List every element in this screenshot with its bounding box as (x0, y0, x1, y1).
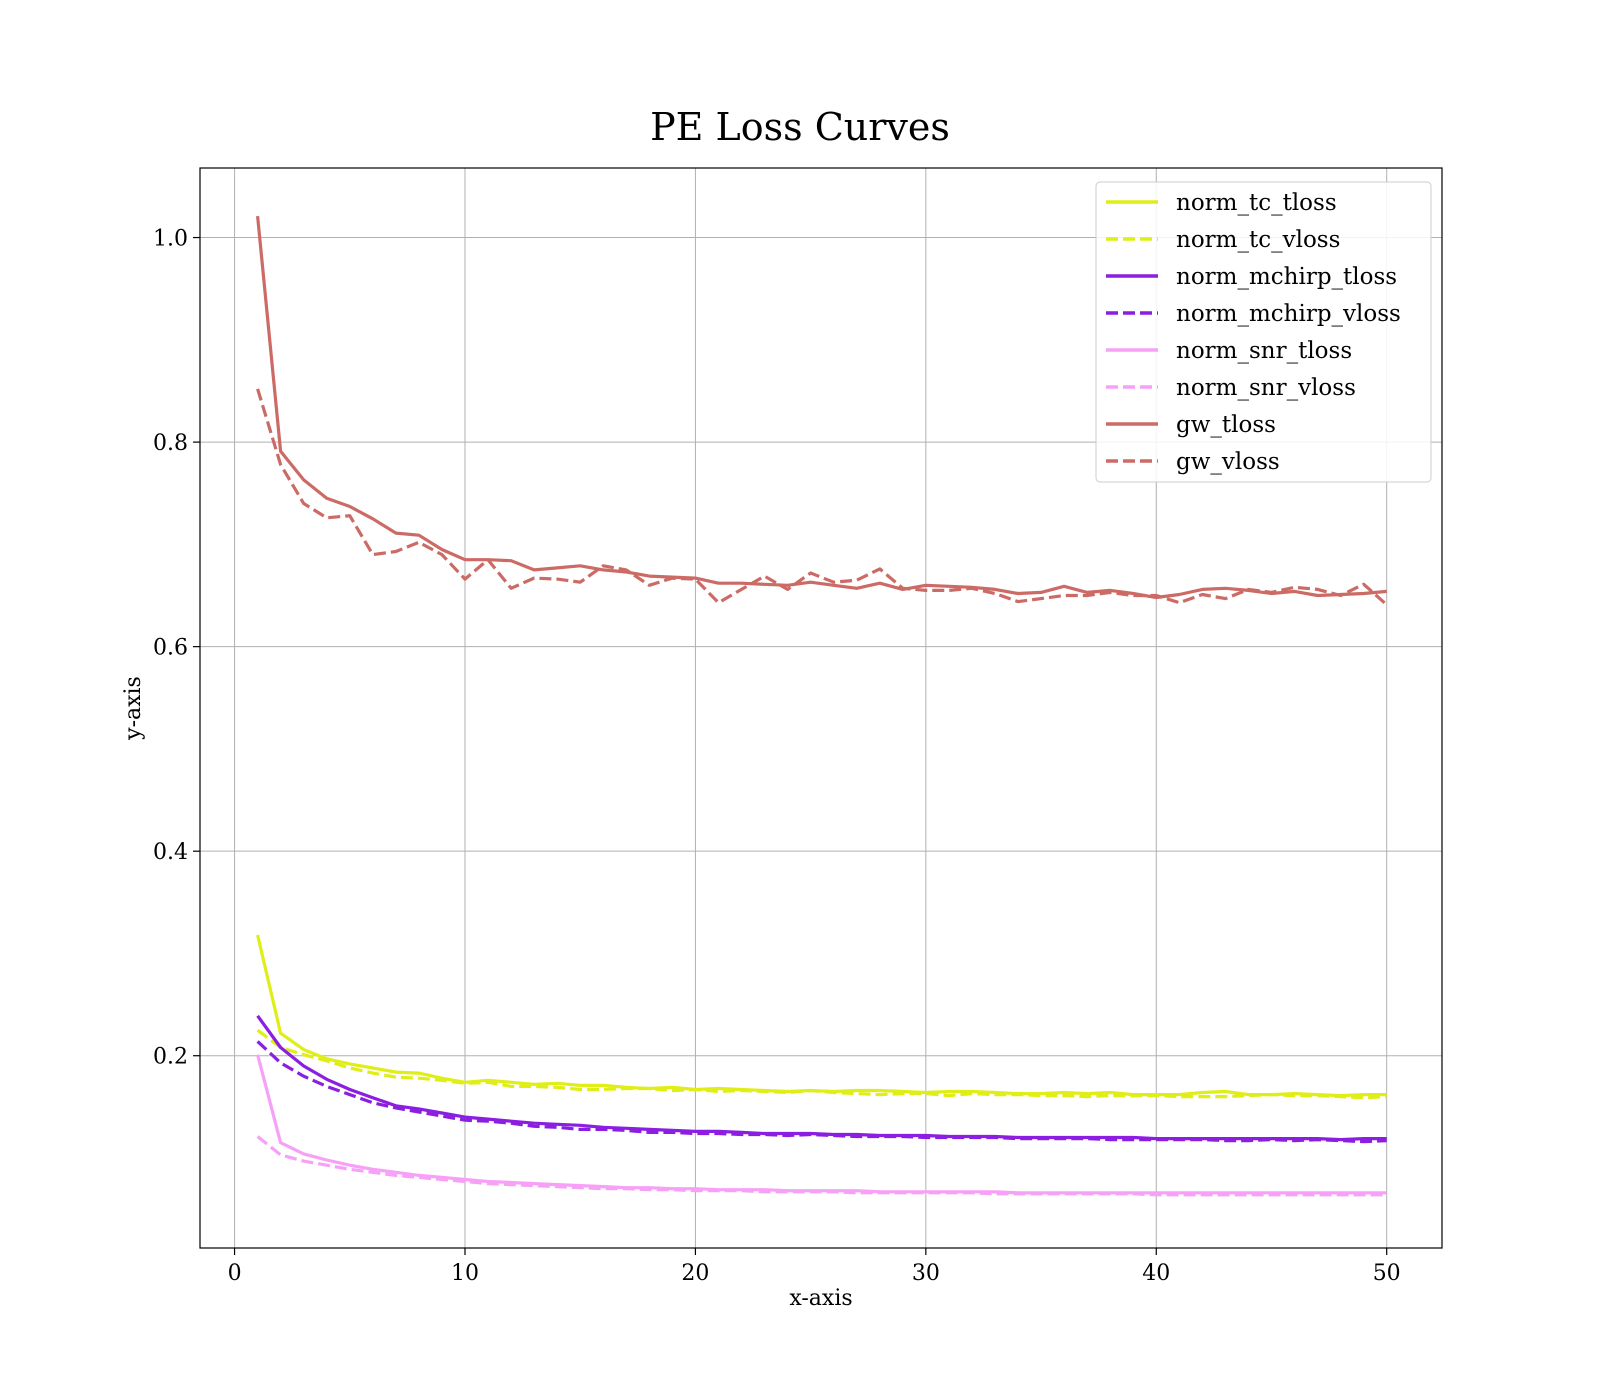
series-lines (256, 215, 1388, 1197)
legend-box (1095, 181, 1432, 483)
chart-title: PE Loss Curves (650, 105, 950, 149)
x-tick-label: 0 (228, 1261, 242, 1286)
legend-label: norm_mchirp_tloss (1176, 264, 1397, 290)
x-tick-label: 10 (451, 1261, 479, 1286)
legend-label: gw_vloss (1176, 449, 1280, 475)
x-tick-label: 50 (1373, 1261, 1401, 1286)
plot-frame (199, 167, 1443, 1249)
series-line-norm-snr-vloss (256, 1135, 1387, 1197)
x-tick-label: 30 (912, 1261, 940, 1286)
y-tick-label: 0.6 (153, 636, 188, 661)
series-line-norm-snr-tloss (256, 1054, 1387, 1195)
series-line-norm-tc-tloss (256, 934, 1387, 1098)
y-tick-label: 1.0 (153, 227, 188, 252)
x-tick-label: 40 (1142, 1261, 1170, 1286)
legend-label: norm_snr_vloss (1176, 375, 1356, 401)
legend: norm_tc_tloss norm_tc_vloss norm_mchirp_tl… (1095, 181, 1432, 483)
series-line-gw-tloss (256, 215, 1387, 600)
series-line-norm-mchirp-vloss (256, 1040, 1387, 1144)
x-axis-label: x-axis (789, 1286, 852, 1311)
x-tick-label: 20 (681, 1261, 709, 1286)
series-line-norm-tc-vloss (256, 1028, 1387, 1100)
legend-label: norm_tc_tloss (1176, 190, 1337, 216)
y-axis-label: y-axis (121, 676, 146, 741)
legend-label: norm_tc_vloss (1176, 227, 1340, 253)
series-line-gw-vloss (256, 388, 1388, 606)
y-tick-label: 0.8 (153, 431, 188, 456)
axis-ticks: 0 10 20 30 40 50 0.2 0.4 0.6 0.8 1.0 (153, 227, 1401, 1286)
legend-label: norm_snr_tloss (1176, 338, 1352, 364)
y-tick-label: 0.2 (153, 1045, 188, 1070)
legend-label: norm_mchirp_vloss (1176, 301, 1401, 327)
y-tick-label: 0.4 (153, 840, 188, 865)
legend-label: gw_tloss (1176, 412, 1276, 438)
